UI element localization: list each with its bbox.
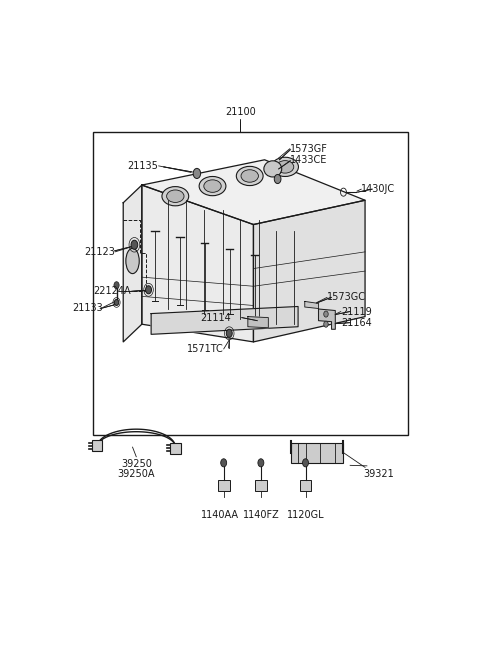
Text: 21135: 21135 [128,161,158,171]
Polygon shape [253,200,365,342]
Bar [300,480,312,491]
Text: 22124A: 22124A [93,286,131,296]
Polygon shape [151,306,298,334]
Circle shape [258,459,264,467]
Circle shape [226,329,232,337]
Bar [255,480,267,491]
Circle shape [324,321,328,327]
Text: 1140FZ: 1140FZ [242,510,279,520]
Text: 21164: 21164 [341,318,372,328]
Text: 1430JC: 1430JC [361,184,396,194]
Polygon shape [142,185,253,342]
Text: 21133: 21133 [72,302,103,313]
Bar [218,480,229,491]
Ellipse shape [264,161,282,177]
Text: 39250: 39250 [121,459,152,469]
Circle shape [324,311,328,317]
Text: 21100: 21100 [225,107,256,118]
Circle shape [221,459,227,467]
Polygon shape [142,160,365,225]
Circle shape [131,240,138,249]
Polygon shape [305,302,319,309]
Polygon shape [123,185,142,342]
Ellipse shape [167,190,184,202]
Circle shape [274,175,281,183]
Ellipse shape [126,248,139,273]
Text: 1571TC: 1571TC [187,344,224,354]
Ellipse shape [162,187,189,206]
Ellipse shape [199,177,226,196]
Text: 39321: 39321 [363,469,394,480]
Bar [92,440,102,451]
Text: 1573GF: 1573GF [290,144,328,154]
Text: 21114: 21114 [200,313,231,323]
Circle shape [145,286,152,294]
Bar [94,132,408,436]
Text: 1140AA: 1140AA [201,510,239,520]
Circle shape [114,282,119,289]
Text: 1573GC: 1573GC [327,292,366,302]
Text: 1433CE: 1433CE [290,155,327,165]
Text: 1120GL: 1120GL [287,510,324,520]
Text: 39250A: 39250A [118,469,155,480]
Polygon shape [319,309,335,329]
Ellipse shape [272,157,299,177]
Ellipse shape [276,160,294,173]
Text: 21119: 21119 [341,307,372,317]
Bar [170,443,180,454]
Circle shape [302,459,309,467]
Ellipse shape [241,170,258,182]
Ellipse shape [236,166,263,185]
Circle shape [193,168,201,179]
Circle shape [114,300,119,306]
FancyBboxPatch shape [290,443,343,463]
Text: 21123: 21123 [84,247,115,257]
Polygon shape [248,317,268,328]
Ellipse shape [204,180,221,193]
